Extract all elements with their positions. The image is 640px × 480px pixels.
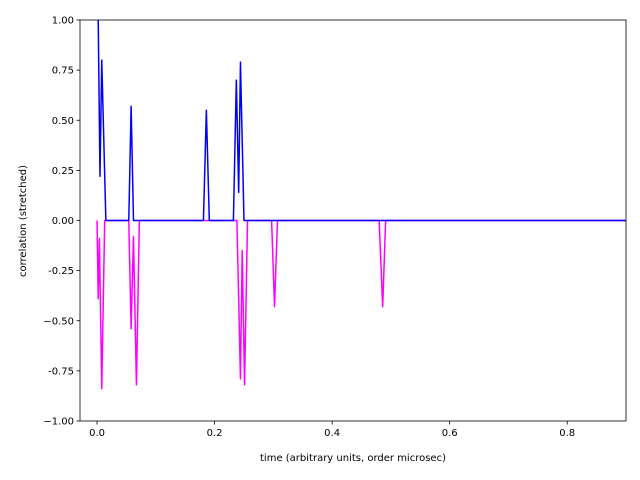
y-tick-label: -0.75 — [48, 366, 74, 377]
y-tick-label: -0.25 — [48, 266, 74, 277]
y-tick-label: 0.00 — [52, 216, 74, 227]
x-axis-label: time (arbitrary units, order microsec) — [260, 453, 446, 464]
y-tick-label: 0.25 — [52, 166, 74, 177]
plot-frame — [79, 19, 627, 422]
line-series — [96, 219, 626, 390]
y-axis-label: correlation (stretched) — [18, 165, 29, 277]
x-tick-label: 0.4 — [324, 428, 340, 439]
x-tick-label: 0.6 — [442, 428, 458, 439]
x-tick-label: 0.0 — [89, 428, 105, 439]
y-tick-label: −1.00 — [43, 417, 74, 428]
x-tick-label: 0.8 — [559, 428, 575, 439]
x-tick-label: 0.2 — [207, 428, 223, 439]
y-tick-label: 0.75 — [52, 66, 74, 77]
y-tick-label: 0.50 — [52, 116, 74, 127]
y-tick-label: 1.00 — [52, 16, 74, 27]
y-tick-label: −0.50 — [43, 316, 74, 327]
line-series — [97, 20, 626, 222]
